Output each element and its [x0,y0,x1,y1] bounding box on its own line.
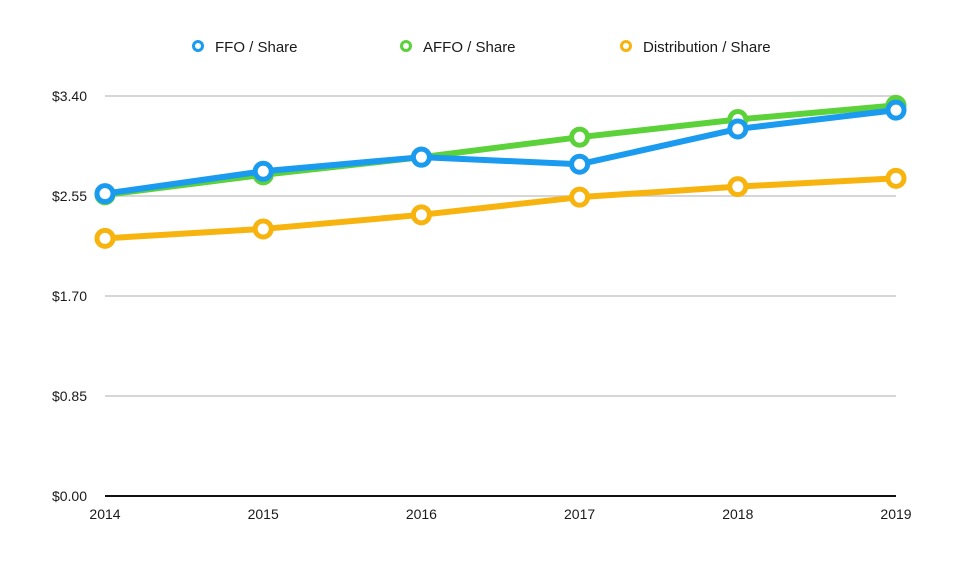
data-point[interactable] [569,153,591,175]
series-ffo-share [94,99,907,205]
x-tick-label: 2016 [406,506,437,522]
x-tick-label: 2015 [248,506,279,522]
data-point[interactable] [727,176,749,198]
y-tick-label: $2.55 [52,188,87,204]
legend: FFO / Share AFFO / Share Distribution / Sh… [192,39,771,56]
data-point[interactable] [885,167,907,189]
legend-marker-icon [192,40,204,52]
x-axis: 2014 2015 2016 2017 2018 2019 [89,495,912,522]
x-tick-label: 2018 [722,506,753,522]
data-point[interactable] [727,118,749,140]
legend-marker-icon [620,40,632,52]
data-point[interactable] [569,186,591,208]
series-line [102,175,899,242]
x-tick-label: 2014 [89,506,120,522]
x-tick-label: 2017 [564,506,595,522]
x-tick-label: 2019 [880,506,911,522]
legend-label: FFO / Share [215,39,298,56]
legend-item[interactable]: Distribution / Share [620,39,771,56]
y-axis: $0.00 $0.85 $1.70 $2.55 $3.40 [52,88,87,504]
legend-item[interactable]: FFO / Share [192,39,298,56]
data-point[interactable] [94,183,116,205]
data-point[interactable] [94,227,116,249]
series-line [102,107,899,197]
series-line [102,102,899,198]
y-tick-label: $0.00 [52,488,87,504]
data-point[interactable] [410,146,432,168]
y-tick-label: $3.40 [52,88,87,104]
legend-label: Distribution / Share [643,39,771,56]
data-point[interactable] [252,218,274,240]
legend-item[interactable]: AFFO / Share [400,39,516,56]
data-point[interactable] [410,204,432,226]
series-group [94,94,907,249]
legend-label: AFFO / Share [423,39,516,56]
legend-marker-icon [400,40,412,52]
y-tick-label: $0.85 [52,388,87,404]
gridlines [105,95,896,397]
data-point[interactable] [569,126,591,148]
series-distribution-share [94,167,907,249]
y-tick-label: $1.70 [52,288,87,304]
data-point[interactable] [252,160,274,182]
data-point[interactable] [885,99,907,121]
